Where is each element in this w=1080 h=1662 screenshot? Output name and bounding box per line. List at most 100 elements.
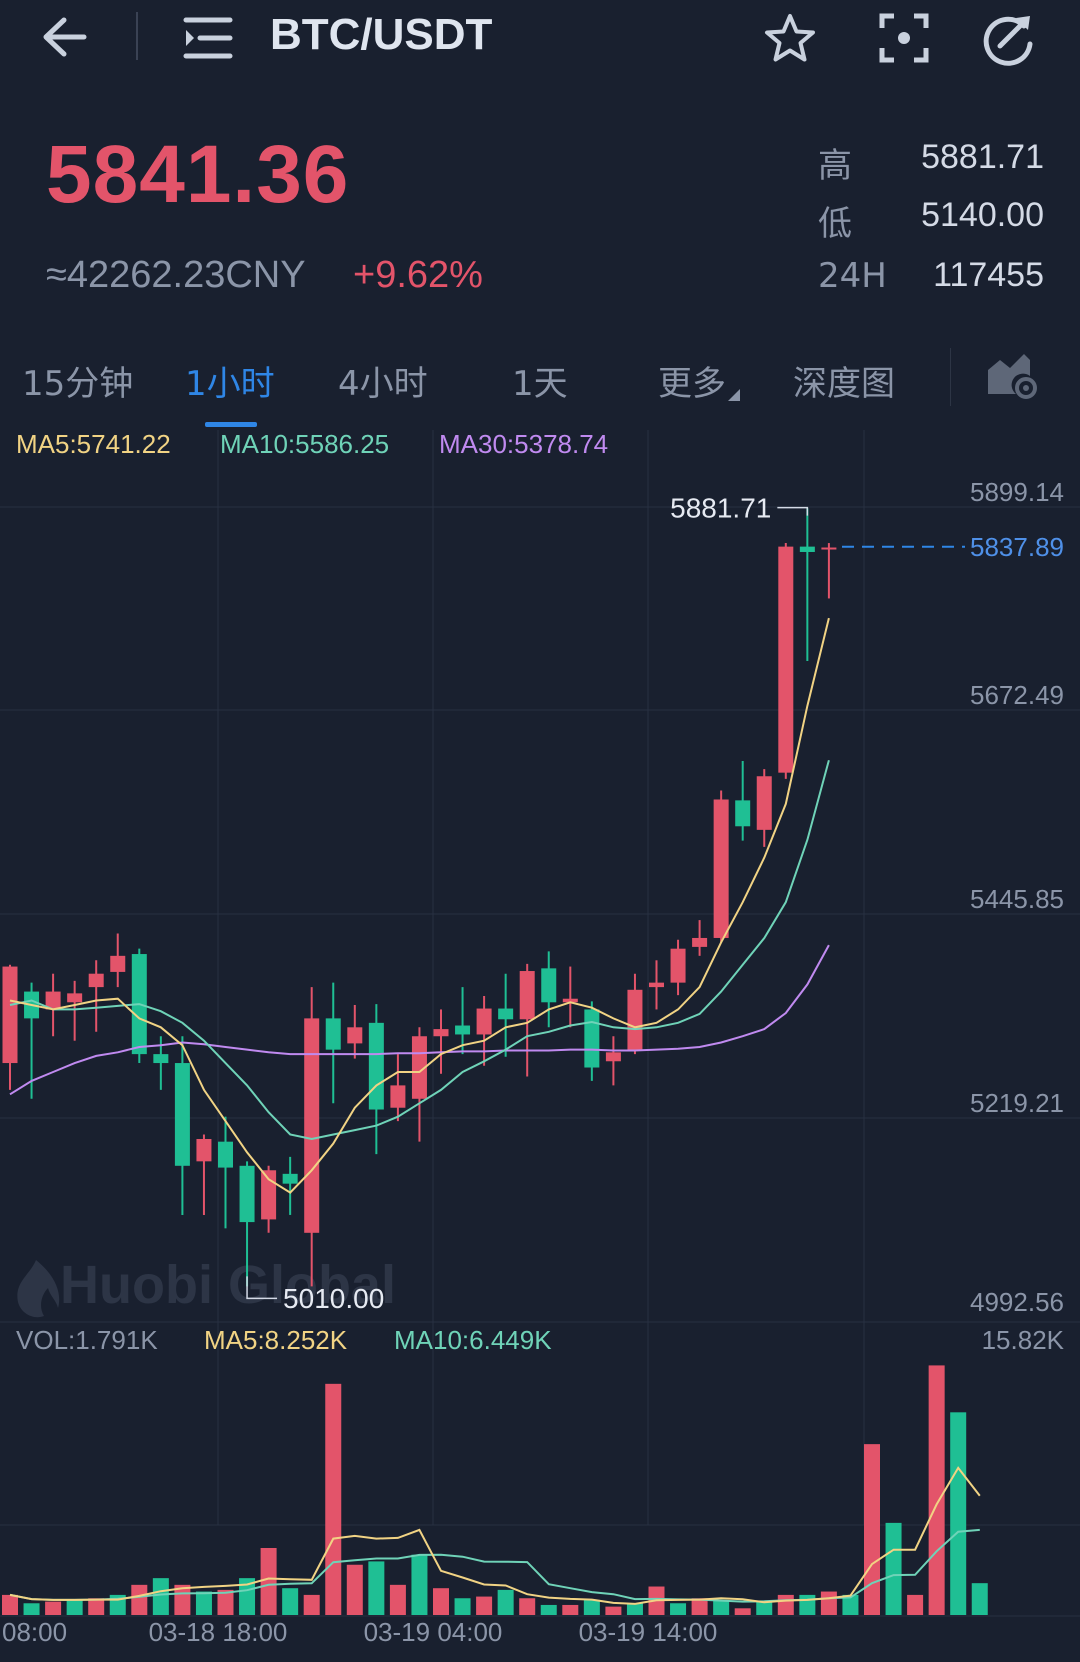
candle-body	[88, 973, 104, 988]
tab-1day[interactable]: 1天	[512, 364, 568, 404]
volume-bar	[195, 1591, 212, 1615]
screenshot-icon[interactable]	[878, 12, 930, 64]
volume-bar	[734, 1608, 751, 1615]
candle-body	[110, 955, 126, 972]
volume-bar	[626, 1603, 643, 1615]
candle-body	[713, 799, 729, 938]
candle-body	[304, 1018, 320, 1233]
volume-bar	[820, 1591, 837, 1615]
volume-bar	[713, 1599, 730, 1615]
interval-tabs: 15分钟 1小时 4小时 1天 更多 深度图	[0, 340, 1080, 430]
ma10-line	[9, 759, 830, 1141]
tab-1hour[interactable]: 1小时	[185, 364, 275, 404]
volume-bar	[411, 1554, 428, 1615]
candle-body	[519, 971, 535, 1020]
y-axis-tick-label: 5899.14	[970, 477, 1064, 507]
tab-depth[interactable]: 深度图	[793, 364, 895, 404]
volume-bar	[131, 1584, 148, 1615]
volume-bar	[45, 1601, 62, 1615]
volume-bar	[454, 1598, 471, 1615]
candle-body	[411, 1036, 427, 1099]
volume-bar	[368, 1561, 385, 1615]
back-arrow-icon[interactable]	[40, 14, 90, 60]
candle-body	[670, 948, 686, 983]
volume-bar	[950, 1412, 967, 1615]
y-axis-tick-label: 4992.56	[970, 1287, 1064, 1317]
candle-body	[627, 989, 643, 1050]
candle-body	[239, 1165, 255, 1223]
vol-indicator: VOL:1.791K	[16, 1325, 158, 1355]
star-icon[interactable]	[762, 12, 818, 66]
volume-24h-value: 117455	[933, 256, 1044, 294]
volume-bar	[303, 1594, 320, 1615]
vol-ma5-indicator: MA5:8.252K	[204, 1325, 348, 1355]
x-axis-tick-label: 03-19 14:00	[579, 1617, 718, 1647]
low-marker-label: 5010.00	[283, 1283, 384, 1314]
volume-bar	[217, 1589, 234, 1615]
volume-bar	[907, 1594, 924, 1615]
tab-more-label: 更多	[658, 364, 726, 404]
volume-bar	[670, 1603, 687, 1615]
volume-bar	[282, 1588, 299, 1615]
volume-bar	[519, 1598, 536, 1615]
candle-body	[584, 1009, 600, 1068]
page-title: BTC/USDT	[270, 10, 493, 59]
volume-bar	[842, 1594, 859, 1615]
volume-bar	[260, 1547, 277, 1615]
low-label: 低	[818, 204, 852, 244]
candle-body	[476, 1008, 492, 1035]
ma5-line	[9, 617, 830, 1194]
tab-4hour[interactable]: 4小时	[338, 364, 428, 404]
y-axis-tick-label: 5445.85	[970, 884, 1064, 914]
candlestick-chart[interactable]: Huobi Global MA5:5741.22 MA10:5586.25 MA…	[0, 430, 1080, 1662]
candle-body	[325, 1018, 341, 1050]
candle-body	[605, 1052, 621, 1062]
volume-bar	[691, 1598, 708, 1615]
candle-body	[541, 968, 557, 1003]
menu-list-icon[interactable]	[182, 16, 234, 60]
volume-bar	[971, 1583, 988, 1615]
ma5-indicator: MA5:5741.22	[16, 430, 171, 459]
volume-bar	[389, 1584, 406, 1615]
volume-ma5-line	[9, 1466, 981, 1605]
watermark-text: Huobi Global	[60, 1255, 396, 1315]
candle-body	[174, 1063, 190, 1166]
candle-body	[67, 993, 83, 1003]
volume-bar	[756, 1601, 773, 1615]
high-marker-line	[777, 506, 809, 516]
top-bar: BTC/USDT	[0, 0, 1080, 80]
volume-bar	[2, 1594, 18, 1615]
candle-body	[368, 1022, 384, 1110]
volume-bar	[799, 1594, 816, 1615]
vol-ma10-indicator: MA10:6.449K	[394, 1325, 552, 1355]
volume-bar	[583, 1599, 600, 1615]
x-axis-tick-label: 03-19 04:00	[364, 1617, 503, 1647]
candle-body	[692, 937, 708, 947]
x-axis-tick-label: 03-18 18:00	[149, 1617, 288, 1647]
candle-body	[2, 966, 18, 1064]
candle-body	[433, 1029, 449, 1037]
volume-bar	[433, 1588, 449, 1615]
low-marker-line	[246, 1276, 278, 1300]
last-price: 5841.36	[46, 129, 350, 220]
tab-divider	[950, 348, 951, 406]
volume-max-label: 15.82K	[982, 1325, 1065, 1355]
candle-body	[347, 1027, 363, 1044]
high-marker-label: 5881.71	[670, 492, 771, 523]
tab-more[interactable]: 更多	[658, 356, 740, 405]
candle-body	[562, 998, 578, 1003]
candle-body	[498, 1008, 514, 1020]
volume-bar	[23, 1603, 40, 1615]
volume-24h-label: 24H	[818, 256, 887, 296]
candle-body	[153, 1054, 169, 1064]
volume-bar	[152, 1578, 169, 1615]
volume-bar	[239, 1578, 256, 1615]
volume-bar	[476, 1596, 493, 1615]
dropdown-triangle-icon	[728, 389, 740, 401]
chart-settings-icon[interactable]	[986, 350, 1038, 400]
refresh-icon[interactable]	[980, 10, 1038, 66]
candle-body	[649, 982, 664, 988]
y-axis-tick-label: 5672.49	[970, 680, 1064, 710]
tab-15min[interactable]: 15分钟	[22, 364, 134, 404]
active-tab-indicator	[205, 422, 257, 427]
